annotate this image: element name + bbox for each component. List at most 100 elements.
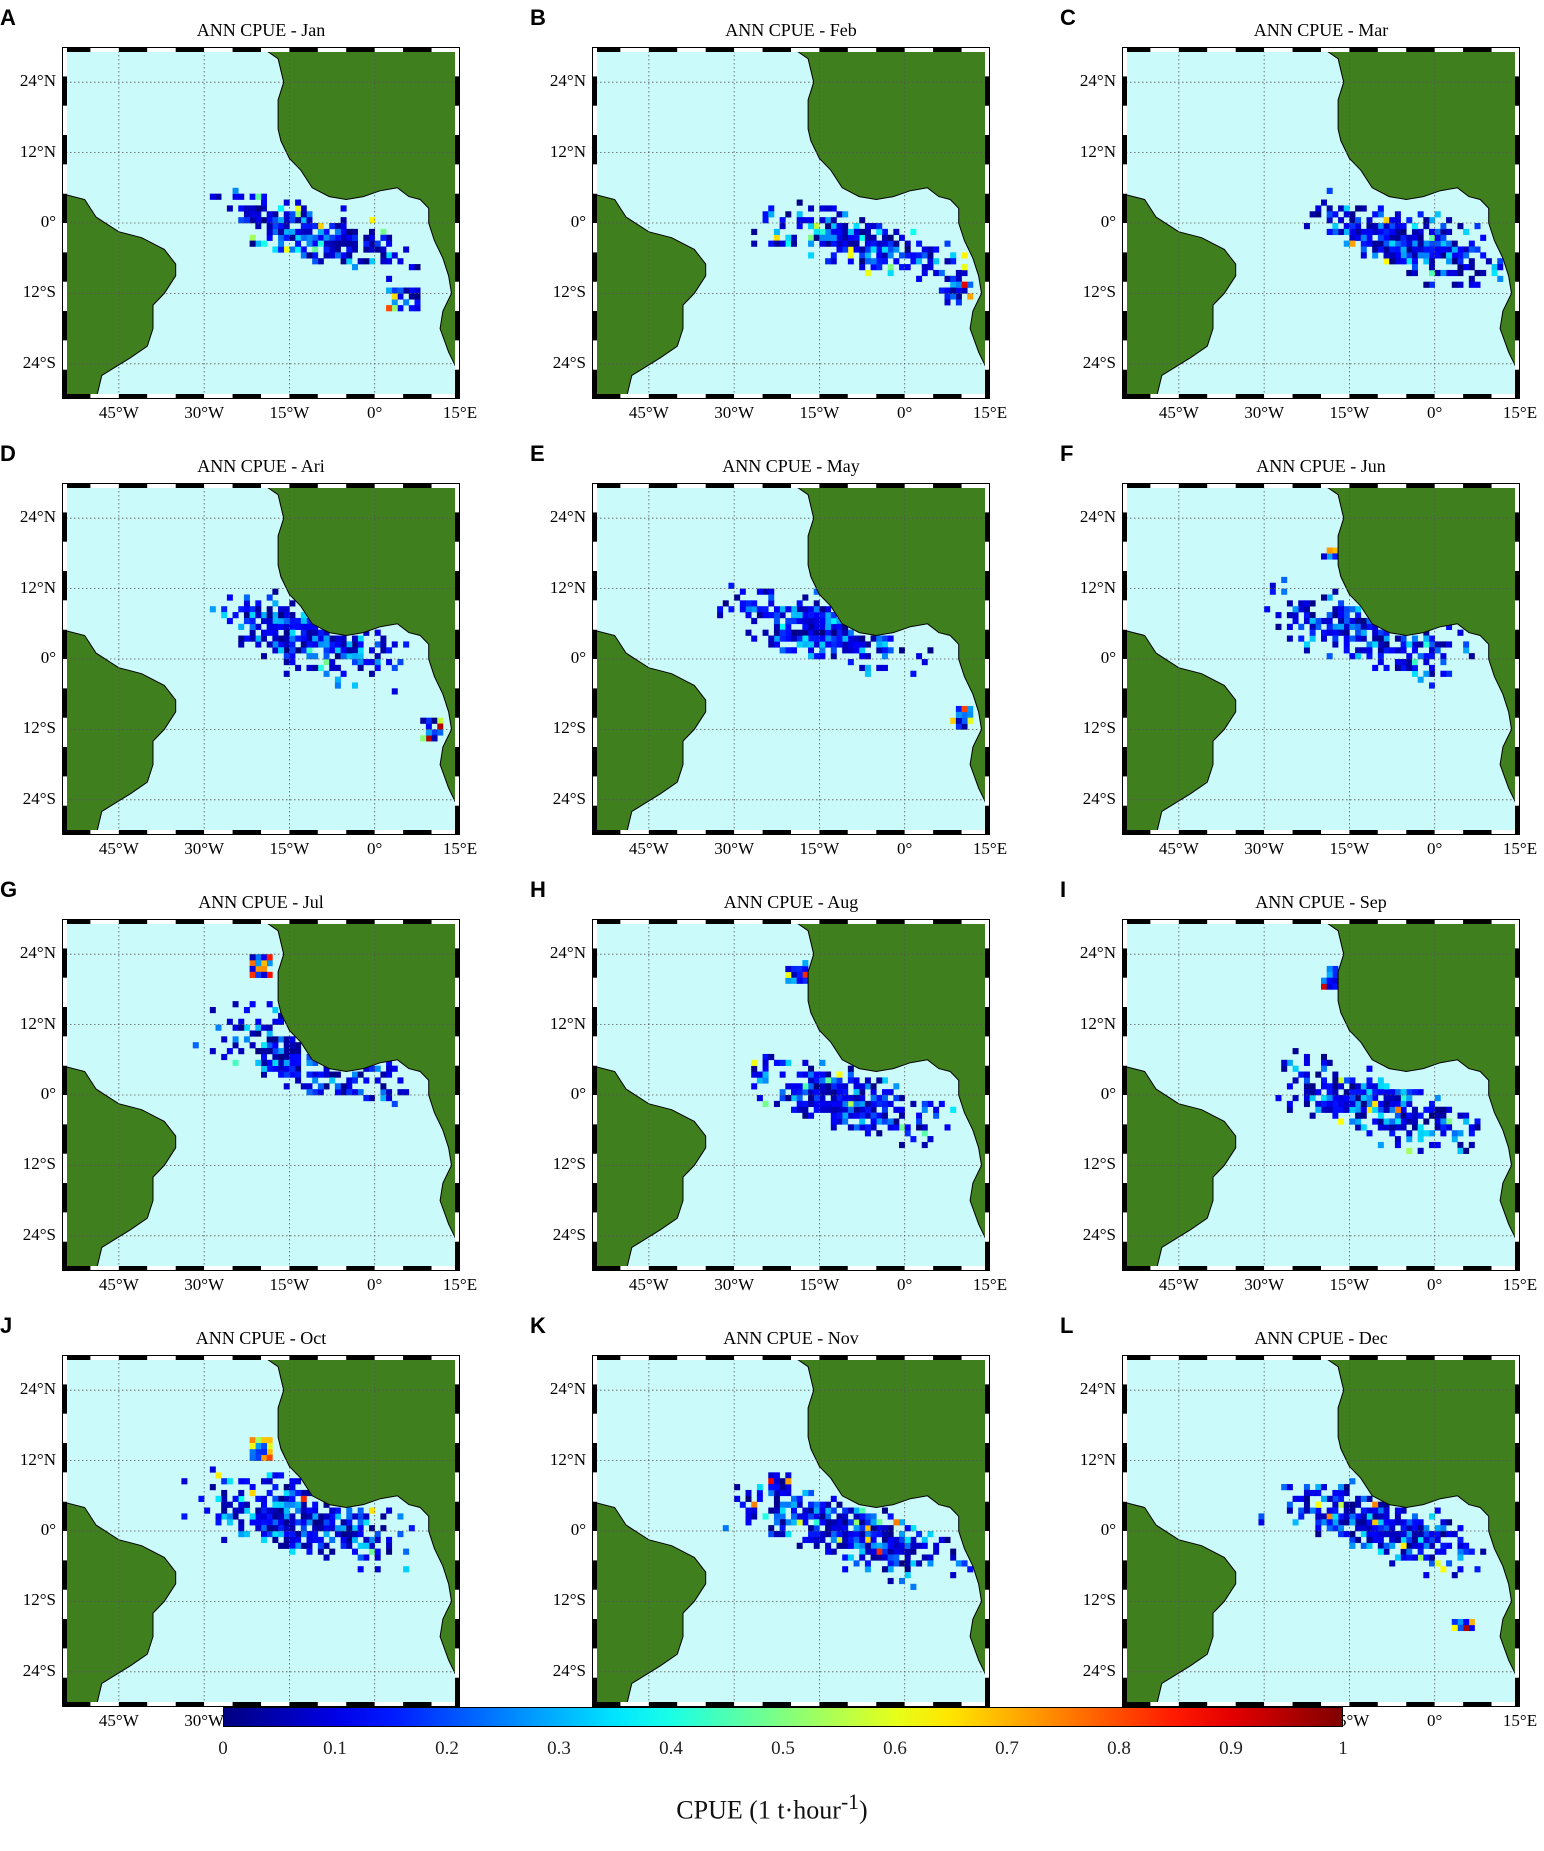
cpue-cell [1440, 659, 1447, 666]
cpue-cell [329, 240, 336, 247]
cpue-cell [1406, 659, 1413, 666]
frame-segment [62, 483, 67, 513]
frame-segment [455, 223, 460, 253]
frame-segment [1321, 1266, 1350, 1271]
cpue-cell [1406, 1136, 1413, 1143]
africa-landmass [790, 919, 990, 1248]
frame-segment [346, 394, 375, 399]
cpue-cell [261, 1053, 267, 1061]
cpue-cell [779, 623, 786, 630]
frame-segment [1515, 252, 1520, 282]
frame-segment [1122, 571, 1127, 601]
frame-segment [1515, 47, 1520, 77]
frame-segment [1463, 1702, 1492, 1707]
frame-segment [734, 1702, 763, 1707]
cpue-cell [363, 234, 370, 241]
cpue-cell [329, 635, 336, 642]
cpue-cell [255, 635, 262, 642]
lon-tick-label: 30°W [1244, 403, 1285, 422]
frame-segment [147, 483, 176, 488]
cpue-cell [813, 1106, 820, 1113]
cpue-cell [1394, 246, 1401, 253]
frame-segment [62, 1355, 67, 1385]
cpue-cell [283, 1501, 290, 1508]
frame-segment [1491, 394, 1520, 399]
frame-segment [592, 340, 597, 370]
cpue-cell [357, 641, 364, 648]
cpue-cell [363, 1542, 370, 1549]
cpue-cell [340, 1531, 347, 1538]
cpue-cell [751, 606, 758, 613]
cpue-cell [1429, 269, 1436, 277]
cpue-cell [842, 1513, 849, 1520]
cpue-cell [802, 617, 809, 625]
frame-segment [1178, 483, 1208, 488]
cpue-cell [1394, 1554, 1401, 1561]
frame-segment [1178, 830, 1208, 835]
cpue-cell [808, 1531, 815, 1538]
frame-segment [455, 1443, 460, 1473]
frame-segment [403, 919, 432, 924]
cpue-cell [819, 653, 826, 660]
cpue-cell [921, 1100, 928, 1108]
cpue-cell [243, 1024, 250, 1031]
cpue-cell [1338, 600, 1345, 607]
cpue-cell [825, 1548, 832, 1555]
cpue-cell [853, 1519, 860, 1526]
frame-segment [1235, 1702, 1265, 1707]
cpue-cell [796, 1519, 803, 1526]
cpue-cell [283, 1495, 290, 1502]
cpue-cell [893, 240, 900, 247]
frame-segment [455, 1065, 460, 1095]
cpue-cell [921, 1554, 928, 1561]
frame-segment [1515, 1619, 1520, 1649]
cpue-cell [278, 617, 285, 625]
cpue-cell [830, 1118, 837, 1125]
cpue-cell [1377, 1106, 1384, 1113]
cpue-cell [1400, 1112, 1407, 1119]
cpue-cell [859, 1083, 866, 1090]
cpue-cell [864, 1124, 871, 1131]
cpue-cell [1292, 617, 1299, 625]
frame-segment [118, 830, 148, 835]
cpue-cell [334, 252, 341, 259]
frame-segment [1150, 1702, 1179, 1707]
panel-a-title: ANN CPUE - Jan [196, 20, 326, 40]
cpue-cell [1423, 1542, 1430, 1549]
cpue-cell [881, 1507, 888, 1514]
cpue-cell [819, 1083, 826, 1090]
cpue-cell [830, 1083, 837, 1090]
cpue-cell [722, 600, 729, 607]
cpue-cell [255, 1513, 262, 1520]
cpue-cell [249, 635, 256, 642]
cpue-cell [295, 234, 302, 241]
cpue-cell [351, 228, 358, 236]
cpue-cell [819, 1536, 826, 1544]
cpue-cell [300, 612, 307, 619]
cpue-cell [261, 1507, 267, 1514]
cpue-cell [1303, 1089, 1310, 1096]
panel-f-gridlines [1122, 483, 1520, 835]
frame-segment [1122, 747, 1127, 777]
cpue-cell [1309, 612, 1316, 619]
cpue-cell [785, 211, 792, 218]
cpue-cell [944, 299, 951, 306]
cpue-cell [864, 1536, 871, 1544]
lon-tick-label: 0° [897, 839, 913, 858]
cpue-cell [791, 1106, 797, 1113]
cpue-cell [1417, 1130, 1424, 1137]
cpue-cell [323, 246, 330, 253]
cpue-cell [266, 1472, 273, 1479]
frame-segment [1434, 1266, 1464, 1271]
cpue-cell [1411, 1531, 1418, 1538]
cpue-cell [887, 234, 894, 241]
cpue-cell [1366, 1536, 1373, 1544]
cpue-cell [739, 606, 746, 613]
cpue-cell [1406, 653, 1413, 660]
cpue-cell [842, 1566, 849, 1573]
cpue-cell [876, 1554, 883, 1561]
cpue-cell [1406, 1118, 1413, 1125]
cpue-cell [1446, 1560, 1453, 1567]
cpue-cell [1372, 1501, 1379, 1508]
cpue-cell [1372, 228, 1379, 236]
